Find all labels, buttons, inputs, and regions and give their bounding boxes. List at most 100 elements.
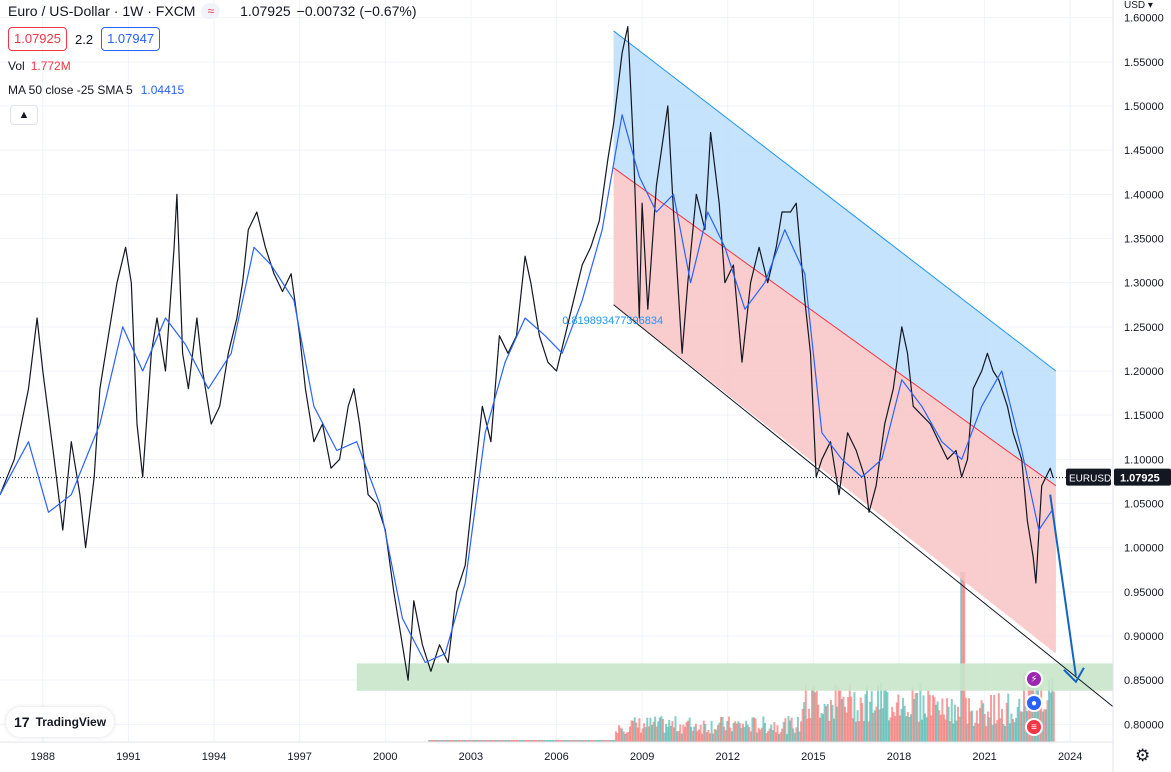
volume-bar (1043, 709, 1046, 742)
volume-bar (917, 721, 920, 742)
volume-bar (638, 718, 641, 742)
ask-price-button[interactable]: 1.07947 (101, 27, 161, 51)
volume-bar (933, 697, 936, 742)
volume-bar (986, 711, 989, 742)
volume-bar (1048, 679, 1051, 742)
volume-bar (511, 740, 514, 742)
tradingview-logo[interactable]: 17 TradingView (6, 707, 115, 737)
volume-bar (876, 685, 879, 742)
volume-bar (574, 740, 577, 742)
volume-bar (870, 691, 873, 742)
volume-bar (1052, 691, 1055, 742)
eu-flag-event-icon[interactable]: ● (1025, 694, 1043, 712)
volume-bar (597, 740, 600, 742)
volume-bar (763, 722, 766, 742)
volume-bar (437, 740, 440, 742)
volume-bar (710, 720, 713, 742)
volume-bar (459, 740, 462, 742)
symbol-title[interactable]: Euro / US-Dollar · 1W · FXCM (8, 3, 196, 19)
volume-bar (539, 740, 542, 742)
channel-mid-line (613, 167, 1057, 487)
volume-bar (865, 686, 868, 742)
volume-bar (833, 718, 836, 742)
volume-bar (839, 690, 842, 742)
volume-bar (716, 725, 719, 742)
volume-bar (847, 697, 850, 742)
volume-bar (544, 740, 547, 742)
volume-bar (663, 732, 666, 742)
volume-bar (497, 740, 500, 742)
volume-bar (534, 740, 537, 742)
volume-bar (727, 716, 730, 742)
tradingview-mark-icon: 17 (14, 714, 30, 730)
volume-bar (905, 716, 908, 742)
volume-bar (972, 725, 975, 742)
volume-bar (1016, 706, 1019, 742)
volume-bar (927, 689, 930, 742)
volume-bar (820, 713, 823, 742)
volume-bar (935, 704, 938, 742)
volume-bar (845, 712, 848, 742)
volume-bar (1022, 673, 1025, 742)
volume-bar (468, 740, 471, 742)
volume-bar (878, 709, 881, 742)
volume-bar (655, 726, 658, 742)
volume-bar (997, 693, 1000, 742)
volume-label: Vol (8, 59, 25, 73)
gear-icon[interactable]: ⚙ (1135, 746, 1151, 765)
volume-bar (806, 718, 809, 742)
market-status-pill[interactable]: ≈ (201, 3, 221, 19)
projection-arrow-line (1049, 494, 1077, 676)
volume-bar (726, 720, 729, 742)
volume-bar (925, 717, 928, 742)
price-tick-label: 1.15000 (1124, 410, 1164, 422)
volume-bar (851, 718, 854, 742)
volume-bar (880, 682, 883, 742)
volume-bar (960, 572, 963, 742)
volume-bar (785, 733, 788, 742)
volume-bar (853, 692, 856, 742)
volume-bar (698, 729, 701, 742)
volume-bar (867, 721, 870, 742)
volume-bar (812, 686, 815, 742)
volume-bar (759, 729, 762, 742)
volume-bar (616, 733, 619, 742)
volume-bar (442, 740, 445, 742)
volume-bar (778, 733, 781, 742)
volume-bar (850, 696, 853, 742)
volume-bar (519, 740, 522, 742)
ma-legend[interactable]: MA 50 close -25 SMA 5 1.04415 (8, 83, 184, 97)
channel-lower-fill (613, 167, 1056, 654)
volume-bar (958, 716, 961, 742)
volume-bar (454, 740, 457, 742)
volume-bar (611, 740, 614, 742)
volume-bar (564, 740, 567, 742)
volume-bar (1046, 700, 1049, 742)
volume-bar (811, 689, 814, 742)
volume-bar (671, 721, 674, 742)
volume-legend[interactable]: Vol 1.772M (8, 59, 71, 73)
collapse-legend-button[interactable]: ▲ (10, 105, 38, 125)
us-flag-event-icon[interactable]: ≡ (1025, 718, 1043, 736)
volume-bar (803, 702, 806, 742)
volume-bar (731, 731, 734, 742)
currency-selector[interactable]: USD ▾ (1124, 0, 1153, 11)
volume-bar (592, 740, 595, 742)
volume-bar (729, 727, 732, 742)
volume-bar (687, 720, 690, 742)
volume-bar (1044, 709, 1047, 742)
volume-bar (486, 740, 489, 742)
volume-bar (944, 719, 947, 742)
volume-bar (734, 721, 737, 742)
wave-icon: ≈ (207, 4, 215, 18)
volume-bar (605, 740, 608, 742)
volume-bar (801, 708, 804, 742)
volume-bar (1021, 711, 1024, 742)
lightning-event-icon[interactable]: ⚡ (1025, 670, 1043, 688)
volume-bar (815, 690, 818, 742)
volume-bar (498, 740, 501, 742)
bid-price-button[interactable]: 1.07925 (8, 27, 67, 51)
volume-bar (903, 705, 906, 742)
volume-bar (654, 716, 657, 742)
